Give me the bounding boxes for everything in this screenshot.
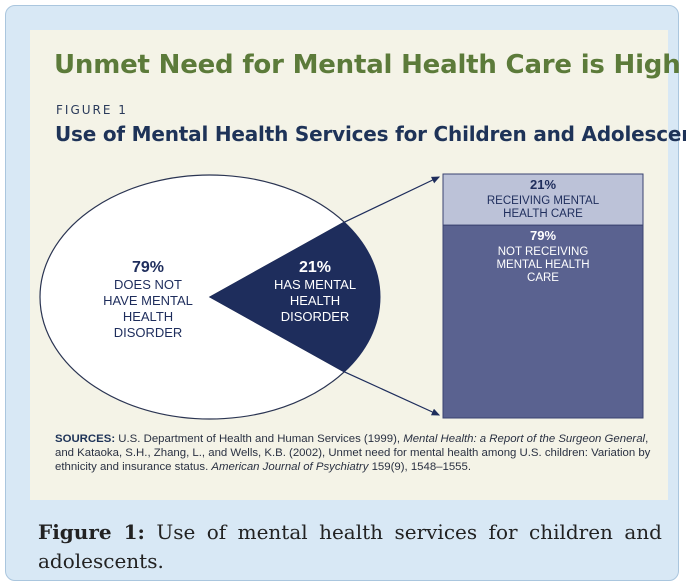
breakdown-receiving-care-text-1: HEALTH CARE bbox=[503, 208, 583, 220]
pie-label-79-text-2: HEALTH bbox=[123, 309, 173, 324]
figure-caption: Figure 1: Use of mental health services … bbox=[38, 518, 662, 576]
breakdown-receiving-care-text-0: RECEIVING MENTAL bbox=[487, 195, 600, 207]
pie-label-79-text-0: DOES NOT bbox=[114, 277, 182, 292]
arrow-to-bar-top bbox=[344, 176, 441, 223]
pie-label-21-text-2: DISORDER bbox=[281, 309, 350, 324]
breakdown-not-receiving-care-text-2: CARE bbox=[527, 272, 559, 284]
sources-text-1: U.S. Department of Health and Human Serv… bbox=[115, 433, 404, 445]
sources-italic-2: American Journal of Psychiatry bbox=[211, 461, 369, 473]
caption-text: Use of mental health services for childr… bbox=[38, 520, 662, 573]
pie-label-21-text-1: HEALTH bbox=[290, 293, 340, 308]
infographic-headline: Unmet Need for Mental Health Care is Hig… bbox=[54, 50, 681, 80]
sources-note: SOURCES: U.S. Department of Health and H… bbox=[55, 432, 655, 474]
caption-label: Figure 1: bbox=[38, 520, 145, 544]
breakdown-not-receiving-care-value: 79% bbox=[530, 228, 556, 243]
pie-label-79-text-3: DISORDER bbox=[114, 325, 183, 340]
pie-label-79-value: 79% bbox=[132, 259, 164, 276]
pie-label-79-text-1: HAVE MENTAL bbox=[103, 293, 193, 308]
pie-slice-has-disorder bbox=[208, 221, 381, 373]
pie-label-21-text-0: HAS MENTAL bbox=[274, 277, 356, 292]
breakdown-receiving-care-bar bbox=[442, 173, 644, 226]
sources-text-3: 159(9), 1548–1555. bbox=[368, 461, 472, 473]
breakdown-not-receiving-care-text-1: MENTAL HEALTH bbox=[496, 259, 589, 271]
chart-subtitle: Use of Mental Health Services for Childr… bbox=[55, 122, 686, 146]
breakdown-receiving-care-value: 21% bbox=[530, 177, 556, 192]
pie-label-21-value: 21% bbox=[299, 259, 331, 276]
pie-slice-no-disorder bbox=[39, 174, 346, 420]
figure-number-label: FIGURE 1 bbox=[56, 103, 128, 117]
sources-text-2: , and Kataoka, S.H., Zhang, L., and Well… bbox=[55, 433, 651, 473]
sources-lead: SOURCES: bbox=[55, 433, 116, 445]
breakdown-not-receiving-care-bar bbox=[442, 224, 644, 419]
sources-italic-1: Mental Health: a Report of the Surgeon G… bbox=[403, 433, 646, 445]
breakdown-not-receiving-care-text-0: NOT RECEIVING bbox=[498, 246, 589, 258]
arrow-to-bar-bottom bbox=[344, 371, 441, 416]
